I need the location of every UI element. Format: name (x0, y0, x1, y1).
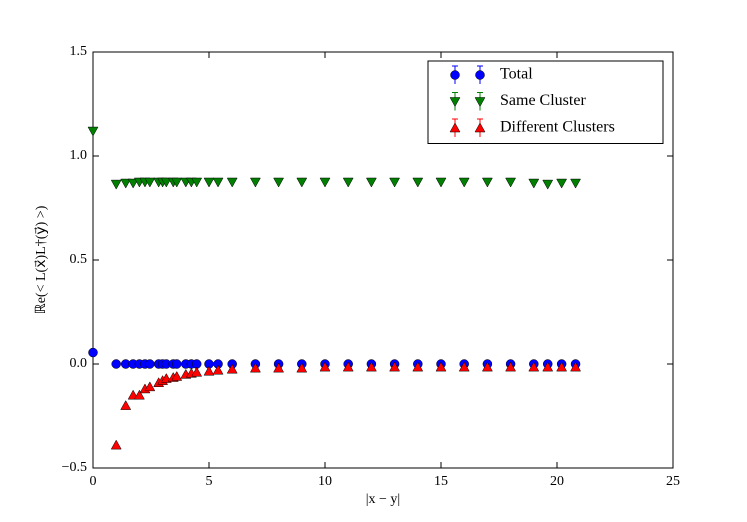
data-point (435, 361, 447, 372)
data-point (249, 362, 261, 373)
data-point (458, 361, 470, 372)
data-point (144, 381, 156, 392)
data-point (171, 370, 183, 381)
y-tick-label: 0.0 (70, 356, 88, 371)
data-point (296, 362, 308, 373)
legend-label: Different Clusters (500, 119, 615, 136)
data-point (528, 178, 540, 189)
x-axis-label: |x − y| (366, 492, 401, 507)
data-point (505, 361, 517, 372)
y-tick-label: 1.0 (70, 148, 88, 163)
data-point (212, 364, 224, 375)
legend-marker (474, 97, 486, 108)
data-point (319, 177, 331, 188)
x-tick-label: 20 (550, 474, 564, 489)
data-point (556, 178, 568, 189)
y-tick-label: −0.5 (62, 460, 87, 475)
data-point (191, 177, 203, 188)
data-point (226, 363, 238, 374)
legend-marker (475, 70, 485, 80)
data-point (412, 177, 424, 188)
legend-marker (449, 97, 461, 108)
data-point (111, 359, 121, 369)
data-point (505, 177, 517, 188)
x-tick-label: 5 (206, 474, 213, 489)
data-point (570, 361, 581, 372)
data-point (144, 177, 156, 188)
data-point (570, 178, 581, 189)
data-point (110, 179, 122, 190)
data-point (172, 359, 182, 369)
legend-label: Total (500, 66, 533, 83)
data-point (365, 177, 377, 188)
data-point (389, 361, 401, 372)
data-point (203, 365, 215, 376)
data-point (412, 361, 424, 372)
x-tick-label: 10 (318, 474, 332, 489)
legend-marker (450, 70, 460, 80)
legend-box (427, 60, 664, 144)
data-point (88, 347, 98, 358)
data-point (542, 361, 554, 372)
x-tick-label: 0 (90, 474, 97, 489)
y-tick-label: 0.5 (70, 252, 88, 267)
data-point (319, 361, 331, 372)
data-point (171, 177, 183, 188)
data-point (528, 361, 540, 372)
data-point (273, 362, 285, 373)
y-tick-label: 1.5 (70, 44, 88, 59)
data-point (273, 177, 285, 188)
data-point (160, 177, 172, 188)
x-tick-label: 15 (434, 474, 448, 489)
data-point (133, 389, 145, 400)
data-point (458, 177, 470, 188)
data-point (481, 177, 493, 188)
data-point (365, 361, 377, 372)
legend-marker (474, 122, 486, 133)
data-point (296, 177, 308, 188)
data-point (389, 177, 401, 188)
data-point (249, 177, 261, 188)
data-point (342, 177, 354, 188)
legend-label: Same Cluster (500, 92, 586, 109)
legend-marker (449, 122, 461, 133)
data-point (145, 359, 155, 369)
data-point (342, 361, 354, 372)
data-point (435, 177, 447, 188)
data-point (191, 366, 203, 377)
data-point (481, 361, 493, 372)
data-point (556, 361, 568, 372)
data-point (127, 178, 139, 189)
data-point (226, 177, 238, 188)
data-point (542, 179, 554, 190)
data-point (212, 177, 224, 188)
data-point (203, 177, 215, 188)
x-tick-label: 25 (666, 474, 680, 489)
data-point (87, 126, 99, 137)
y-axis-label: ℝe(< L(x⃗)L†(y⃗) >) (34, 205, 49, 314)
data-point (110, 439, 122, 450)
data-point (120, 178, 132, 189)
data-point (120, 400, 132, 410)
